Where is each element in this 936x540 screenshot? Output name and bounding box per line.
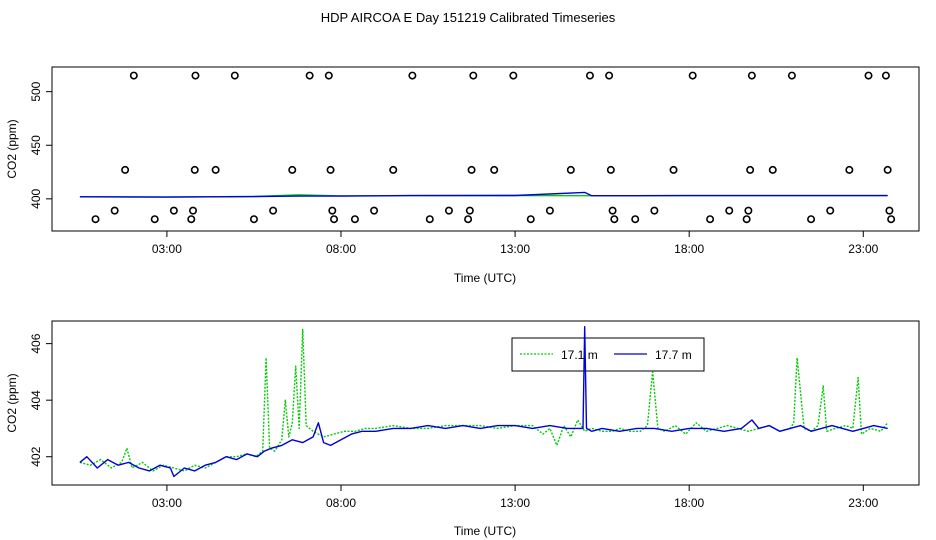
bottom-y-tick-label: 402 (29, 446, 43, 466)
calibration-point (469, 71, 478, 80)
bottom-series-line-17-7-m (79, 326, 888, 478)
top-x-tick-label: 08:00 (326, 242, 356, 256)
calibration-point (370, 206, 379, 215)
calibration-point (845, 165, 854, 174)
top-series-line-17-7-m (79, 191, 888, 198)
calibration-point (747, 71, 756, 80)
calibration-point (688, 71, 697, 80)
legend-label-17-7m: 17.7 m (655, 348, 692, 362)
top-x-tick-label: 18:00 (674, 242, 704, 256)
bottom-panel-frame (51, 320, 920, 486)
calibration-point (389, 165, 398, 174)
calibration-point (725, 206, 734, 215)
calibration-point (110, 206, 119, 215)
calibration-point (249, 215, 258, 224)
calibration-point (706, 215, 715, 224)
calibration-point (826, 206, 835, 215)
calibration-point (608, 206, 617, 215)
calibration-point (190, 165, 199, 174)
bottom-x-tick-label: 23:00 (848, 496, 878, 510)
calibration-point (864, 71, 873, 80)
calibration-point (610, 215, 619, 224)
calibration-point (744, 206, 753, 215)
top-x-tick-label: 23:00 (848, 242, 878, 256)
calibration-point (211, 165, 220, 174)
calibration-point (881, 71, 890, 80)
calibration-point (887, 215, 896, 224)
calibration-point (746, 165, 755, 174)
top-panel-xlabel: Time (UTC) (454, 271, 516, 285)
calibration-point (305, 71, 314, 80)
bottom-panel-ylabel: CO2 (ppm) (5, 373, 19, 432)
calibration-point (121, 165, 130, 174)
calibration-point (883, 165, 892, 174)
bottom-x-tick-label: 18:00 (674, 496, 704, 510)
calibration-point (585, 71, 594, 80)
calibration-point (467, 165, 476, 174)
calibration-point (807, 215, 816, 224)
bottom-y-tick-label: 404 (29, 390, 43, 410)
top-x-tick-label: 13:00 (500, 242, 530, 256)
calibration-point (444, 206, 453, 215)
calibration-point (324, 71, 333, 80)
calibration-point (464, 215, 473, 224)
calibration-point (509, 71, 518, 80)
calibration-point (269, 206, 278, 215)
calibration-point (169, 206, 178, 215)
calibration-point (330, 215, 339, 224)
top-panel-frame (51, 66, 920, 232)
calibration-point (326, 165, 335, 174)
calibration-point (328, 206, 337, 215)
bottom-panel-xlabel: Time (UTC) (454, 524, 516, 538)
bottom-x-tick-label: 13:00 (500, 496, 530, 510)
calibration-point (129, 71, 138, 80)
bottom-x-tick-label: 08:00 (326, 496, 356, 510)
calibration-point (605, 71, 614, 80)
calibration-point (191, 71, 200, 80)
chart-title: HDP AIRCOA E Day 151219 Calibrated Times… (320, 10, 616, 25)
legend-box (511, 337, 705, 372)
top-y-tick-label: 400 (29, 189, 43, 209)
calibration-point (606, 165, 615, 174)
calibration-point (490, 165, 499, 174)
bottom-y-tick-label: 406 (29, 333, 43, 353)
calibration-point (91, 215, 100, 224)
calibration-point (408, 71, 417, 80)
calibration-point (526, 215, 535, 224)
calibration-point (768, 165, 777, 174)
calibration-point (425, 215, 434, 224)
calibration-point (650, 206, 659, 215)
legend-label-17-1m: 17.1 m (561, 348, 598, 362)
calibration-point (187, 215, 196, 224)
calibration-point (631, 215, 640, 224)
calibration-point (742, 215, 751, 224)
calibration-point (150, 215, 159, 224)
top-y-tick-label: 500 (29, 81, 43, 101)
calibration-point (465, 206, 474, 215)
calibration-point (288, 165, 297, 174)
calibration-point (230, 71, 239, 80)
bottom-series-line-17-1-m (79, 328, 889, 472)
top-panel-ylabel: CO2 (ppm) (5, 119, 19, 178)
calibration-point (545, 206, 554, 215)
calibration-point (885, 206, 894, 215)
calibration-point (350, 215, 359, 224)
bottom-x-tick-label: 03:00 (152, 496, 182, 510)
top-y-tick-label: 450 (29, 135, 43, 155)
calibration-point (189, 206, 198, 215)
legend: 17.1 m 17.7 m (511, 337, 705, 372)
calibration-point (669, 165, 678, 174)
calibration-point (566, 165, 575, 174)
calibration-point (787, 71, 796, 80)
top-x-tick-label: 03:00 (152, 242, 182, 256)
